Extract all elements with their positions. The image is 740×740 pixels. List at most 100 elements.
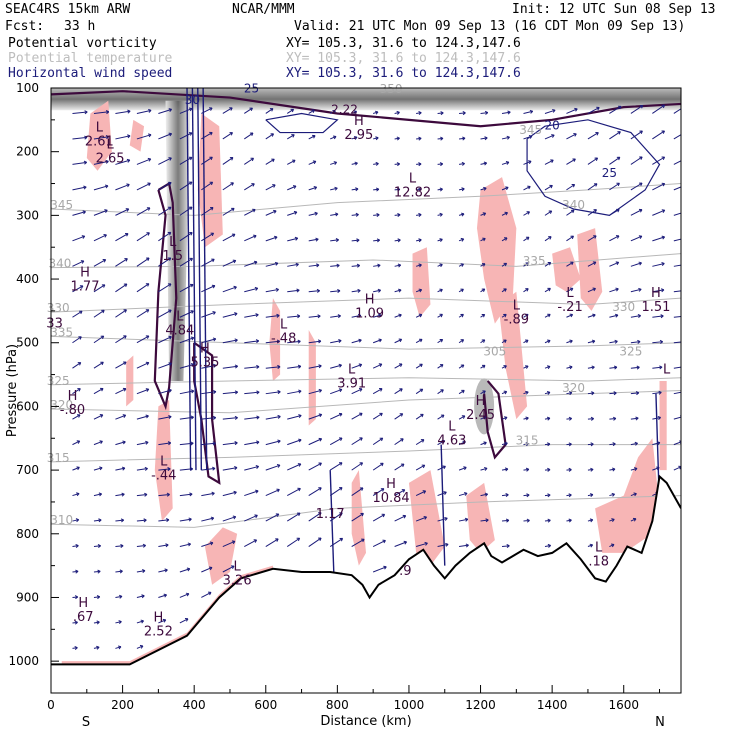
wind-contour-label-0: 20 — [544, 118, 559, 132]
wind-vector-head — [484, 110, 489, 115]
wind-vector-head — [231, 207, 235, 212]
wind-vector-432 — [544, 416, 551, 421]
wind-vector-head — [485, 518, 489, 523]
wind-vector-474 — [609, 131, 621, 140]
wind-vector-head — [526, 518, 530, 523]
wind-vector-head — [96, 645, 100, 650]
wind-vector-shaft — [630, 442, 638, 446]
wind-vector-head — [164, 568, 168, 573]
wind-vector-496 — [630, 235, 643, 242]
theta-label-3: 330 — [47, 301, 70, 315]
wind-vector-shaft — [394, 438, 404, 446]
wind-vector-534 — [673, 366, 681, 369]
wind-vector-472 — [587, 543, 594, 548]
wind-vector-shaft — [480, 162, 487, 165]
wind-vector-shaft — [501, 237, 508, 242]
wind-vector-head — [144, 492, 148, 497]
wind-vector-head — [271, 158, 275, 163]
wind-vector-head — [481, 313, 486, 318]
y-tick-label-3: 400 — [16, 272, 39, 286]
wind-vector-shaft — [244, 441, 260, 446]
wind-vector-head — [234, 390, 239, 395]
wind-vector-386 — [501, 135, 510, 140]
wind-vector-387 — [501, 161, 510, 165]
wind-vector-head — [122, 414, 127, 418]
wind-vector-shaft — [72, 186, 87, 191]
wind-vector-head — [615, 235, 620, 239]
wind-vector-shaft — [437, 543, 449, 548]
wind-vector-head — [616, 208, 620, 213]
wind-vector-head — [162, 618, 167, 623]
wind-vector-head — [123, 309, 127, 313]
wind-vector-198 — [265, 390, 281, 395]
wind-vector-head — [167, 257, 172, 261]
wind-vector-shaft — [286, 108, 294, 114]
wind-vector-476 — [609, 182, 620, 191]
extremum-letter-4: L — [176, 309, 184, 324]
updraft-streak-0 — [186, 88, 192, 471]
wind-vector-head — [595, 132, 599, 136]
wind-vector-shaft — [652, 236, 665, 242]
extremum-letter-7: L — [280, 318, 288, 333]
wind-vector-head — [547, 313, 551, 318]
wind-vector-head — [125, 208, 130, 212]
wind-vector-shaft — [351, 462, 363, 471]
wind-vector-421 — [544, 134, 555, 140]
wind-vector-head — [124, 258, 128, 262]
extremum-value-10: 2.95 — [344, 128, 373, 143]
wind-vector-head — [212, 466, 216, 471]
wind-vector-443 — [566, 235, 574, 242]
wind-vector-shaft — [158, 619, 166, 624]
wind-vector-shaft — [523, 519, 530, 522]
wind-vector-285 — [373, 313, 382, 318]
wind-vector-shaft — [630, 262, 642, 267]
wind-vector-shaft — [158, 336, 172, 344]
wind-vector-shaft — [587, 392, 595, 395]
wind-vector-shaft — [72, 111, 88, 114]
theta-isentrope-3 — [51, 335, 681, 350]
wind-vector-shaft — [415, 388, 423, 395]
wind-vector-shaft — [630, 288, 642, 293]
updraft-streak-5 — [329, 470, 335, 573]
field-theta-xy: XY= 105.3, 31.6 to 124.3,147.6 — [286, 51, 521, 66]
wind-vector-shaft — [136, 544, 146, 548]
wind-vector-head — [78, 336, 82, 340]
wind-vector-115 — [179, 257, 193, 267]
wind-vector-shaft — [652, 156, 665, 165]
wind-vector-shaft — [609, 156, 621, 165]
wind-vector-359 — [458, 339, 465, 344]
wind-vector-shaft — [330, 239, 339, 242]
wind-vector-head — [528, 160, 532, 165]
wind-vector-head — [295, 262, 299, 267]
wind-vector-457 — [587, 157, 599, 165]
wind-vector-263 — [351, 212, 359, 217]
low-pv-patch-14 — [498, 291, 528, 420]
wind-vector-74 — [136, 309, 150, 318]
wind-vector-head — [145, 283, 150, 287]
wind-vector-head — [547, 442, 551, 447]
wind-vector-head — [638, 287, 642, 292]
wind-vector-479 — [609, 261, 620, 267]
wind-vector-40 — [93, 569, 101, 574]
low-pv-patch-7 — [412, 247, 431, 318]
wind-vector-448 — [566, 365, 573, 370]
wind-vector-250 — [330, 339, 342, 344]
wind-vector-head — [506, 543, 510, 549]
wind-vector-262 — [351, 187, 359, 192]
wind-vector-head — [167, 206, 172, 211]
theta-isentrope-5 — [51, 390, 681, 414]
wind-vector-shaft — [222, 286, 237, 293]
model-title: SEAC4RS 15km ARW — [5, 2, 131, 17]
wind-vector-shaft — [115, 110, 131, 114]
wind-vector-7 — [72, 285, 84, 293]
wind-contour-label-1: 25 — [602, 166, 617, 180]
wind-vector-head — [639, 182, 643, 187]
wind-vector-head — [208, 591, 212, 596]
wind-vector-shaft — [265, 489, 280, 497]
wind-vector-498 — [630, 287, 642, 293]
wind-vector-head — [525, 262, 529, 266]
wind-vector-head — [632, 517, 637, 522]
wind-vector-head — [505, 518, 510, 523]
wind-vector-157 — [222, 285, 237, 293]
x-tick-label-8: 1600 — [608, 698, 639, 712]
